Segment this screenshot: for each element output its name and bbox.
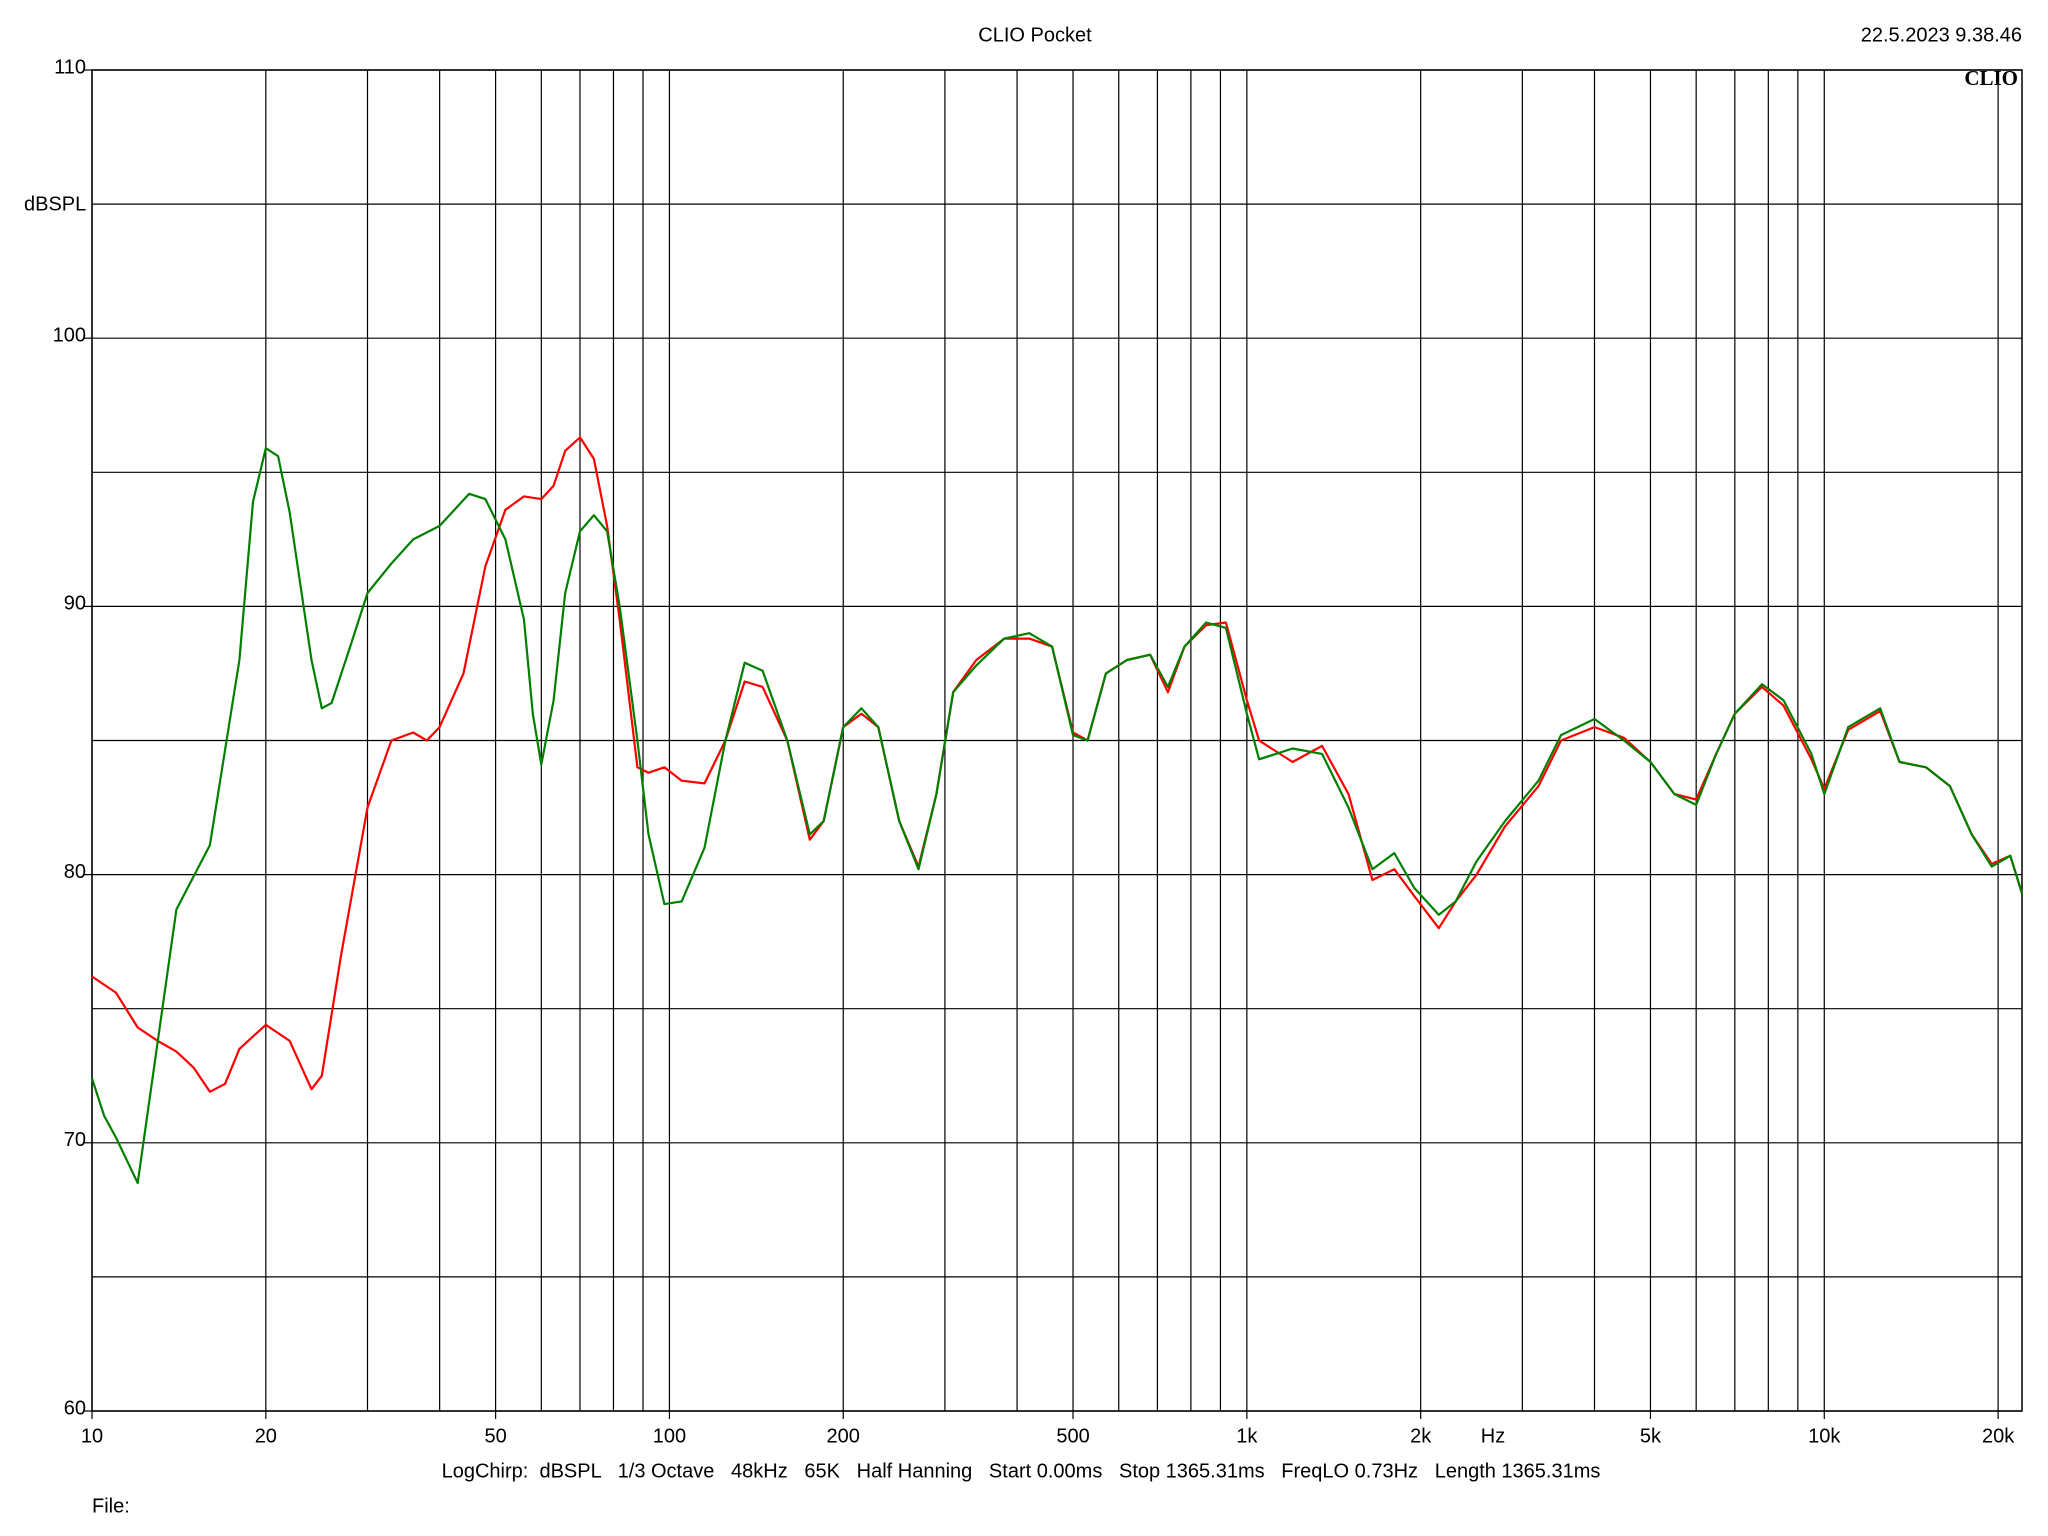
y-axis-label: dBSPL	[24, 193, 86, 215]
x-tick-label: 500	[1056, 1425, 1089, 1447]
file-label: File:	[92, 1495, 130, 1517]
y-tick-label: 80	[64, 861, 86, 883]
x-tick-label: 50	[484, 1425, 506, 1447]
x-tick-label: 10	[81, 1425, 103, 1447]
response-curve	[90, 447, 2024, 1185]
y-tick-label: 90	[64, 593, 86, 615]
x-tick-label: 5k	[1640, 1425, 1662, 1447]
y-tick-label: 60	[64, 1397, 86, 1419]
x-tick-label: 20	[255, 1425, 277, 1447]
y-tick-label: 110	[54, 56, 86, 78]
timestamp: 22.5.2023 9.38.46	[1861, 24, 2022, 46]
x-tick-label: 200	[827, 1425, 860, 1447]
x-tick-label: 2k	[1410, 1425, 1432, 1447]
chart-title: CLIO Pocket	[978, 24, 1092, 46]
x-tick-label: 100	[653, 1425, 686, 1447]
logo: CLIO	[1964, 66, 2018, 90]
y-tick-label: 100	[53, 324, 86, 346]
plot-frame	[91, 69, 2023, 1412]
x-tick-label: 20k	[1982, 1425, 2015, 1447]
footer: LogChirp: dBSPL 1/3 Octave 48kHz 65K Hal…	[442, 1460, 1601, 1482]
x-tick-label: 1k	[1236, 1425, 1258, 1447]
x-axis-label: Hz	[1481, 1425, 1505, 1447]
x-tick-label: 10k	[1808, 1425, 1841, 1447]
y-tick-label: 70	[64, 1129, 86, 1151]
